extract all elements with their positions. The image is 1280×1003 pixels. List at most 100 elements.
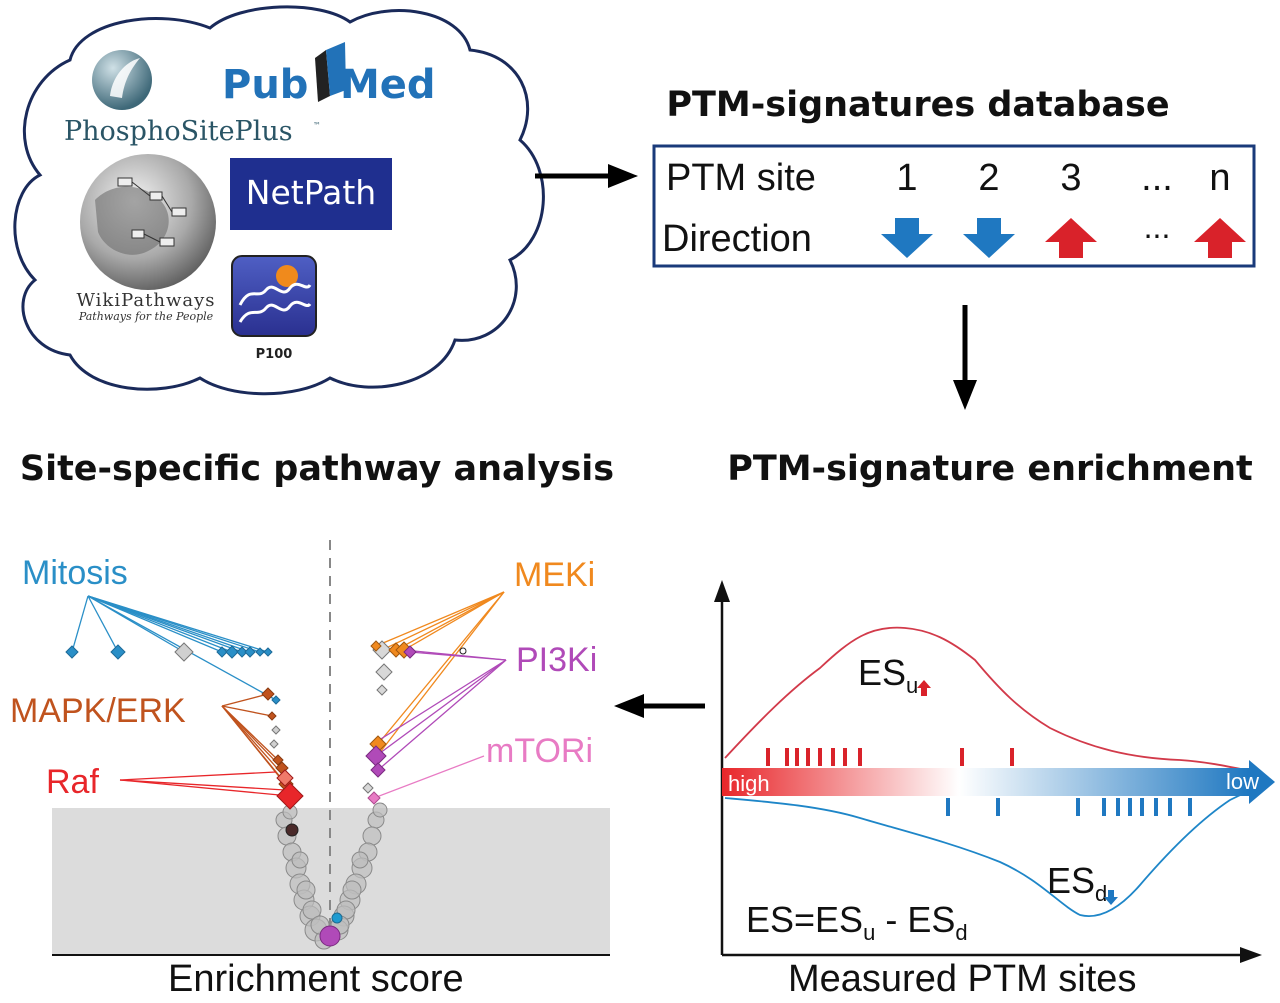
pubmed-logo: Pub Med: [222, 42, 436, 108]
volcano-marker: [302, 900, 322, 920]
volcano-marker: [269, 739, 279, 749]
pathway-x-axis-label: Enrichment score: [168, 958, 464, 1000]
gradient-high-label: high: [728, 771, 770, 796]
volcano-label-lines: [71, 591, 507, 799]
es-up-curve: [724, 626, 1256, 773]
arrow-database-to-enrichment: [953, 305, 977, 410]
rank-gradient-arrow: [722, 760, 1275, 804]
pubmed-label-pub: Pub: [222, 62, 308, 108]
direction-label: Direction: [662, 218, 812, 260]
direction-arrows: [881, 218, 1246, 258]
volcano-marker: [362, 782, 374, 794]
enrichment-x-axis-label: Measured PTM sites: [788, 958, 1137, 1000]
netpath-label: NetPath: [246, 173, 376, 212]
volcano-marker: [296, 880, 316, 900]
label-connector-line: [87, 595, 119, 653]
label-connector-line: [375, 591, 505, 647]
svg-text:ESu: ESu: [858, 652, 918, 698]
es-up-arrow-icon: [917, 680, 931, 696]
site-number: 1: [896, 157, 917, 199]
label-connector-line: [373, 755, 485, 799]
volcano-marker: [272, 754, 284, 766]
volcano-marker: [174, 642, 194, 662]
site-number: 2: [978, 157, 999, 199]
volcano-marker: [236, 646, 248, 658]
down-arrow-icon: [963, 218, 1015, 258]
up-ticks: [766, 748, 1014, 766]
label-connector-line: [119, 779, 286, 791]
volcano-marker: [244, 646, 256, 658]
volcano-marker: [376, 684, 388, 696]
wikipathways-globe-icon: [80, 154, 216, 290]
label-connector-line: [395, 591, 505, 651]
volcano-marker: [271, 695, 281, 705]
label-connector-line: [221, 693, 269, 707]
meki-label: MEKi: [514, 556, 595, 594]
es-up-label: ESu: [858, 652, 931, 698]
up-arrow-icon: [1045, 218, 1097, 258]
volcano-marker: [65, 645, 79, 659]
es-formula: ES=ESu - ESd: [746, 899, 968, 945]
site-number: ...: [1141, 157, 1173, 199]
volcano-marker: [291, 851, 309, 869]
volcano-marker: [375, 663, 393, 681]
volcano-marker: [110, 644, 126, 660]
volcano-marker: [276, 782, 304, 810]
gradient-low-label: low: [1226, 769, 1259, 794]
volcano-marker: [267, 711, 277, 721]
volcano-marker: [276, 769, 294, 787]
svg-text:ESd: ESd: [1047, 860, 1107, 906]
p100-label: P100: [256, 347, 293, 362]
label-connector-line: [87, 595, 269, 653]
label-connector-line: [221, 705, 273, 717]
es-down-label: ESd: [1047, 860, 1118, 906]
volcano-marker: [216, 646, 228, 658]
direction-ellipsis: ...: [1144, 209, 1171, 245]
enrichment-title: PTM-signature enrichment: [727, 449, 1253, 489]
site-number: 3: [1060, 157, 1081, 199]
label-connector-line: [409, 651, 507, 661]
volcano-marker: [285, 823, 299, 837]
es-down-arrow-icon: [1104, 890, 1118, 905]
label-connector-line: [381, 591, 505, 651]
wikipathways-label: WikiPathways: [76, 290, 215, 311]
label-connector-line: [403, 591, 505, 651]
volcano-marker: [372, 802, 388, 818]
volcano-marker: [319, 925, 341, 947]
label-connector-line: [377, 659, 507, 771]
down-ticks: [946, 798, 1192, 816]
pubmed-label-med: Med: [340, 62, 436, 108]
label-connector-line: [119, 779, 291, 797]
pi3ki-label: PI3Ki: [516, 641, 597, 679]
mitosis-label: Mitosis: [22, 554, 128, 592]
arrow-cloud-to-database: [535, 164, 638, 188]
phosphositeplus-logo: PhosphoSitePlus ™: [64, 50, 321, 147]
database-title: PTM-signatures database: [666, 85, 1169, 125]
volcano-marker: [362, 826, 382, 846]
wikipathways-tagline: Pathways for the People: [78, 310, 214, 323]
volcano-marker: [255, 647, 265, 657]
volcano-marker: [261, 687, 275, 701]
volcano-marker: [342, 880, 362, 900]
phosphositeplus-label: PhosphoSitePlus: [64, 116, 293, 147]
svg-text:™: ™: [313, 121, 321, 130]
database-table: [652, 144, 1256, 268]
volcano-marker: [225, 645, 239, 659]
volcano-marker: [370, 640, 382, 652]
site-number: n: [1209, 157, 1230, 199]
mapk-erk-label: MAPK/ERK: [10, 692, 186, 730]
volcano-marker: [331, 912, 343, 924]
label-connector-line: [71, 595, 89, 653]
label-connector-line: [119, 771, 277, 781]
volcano-points: [65, 640, 467, 950]
pathway-title: Site-specific pathway analysis: [20, 449, 614, 489]
p100-logo: P100: [231, 255, 317, 362]
arrow-enrichment-to-pathway: [614, 694, 705, 718]
down-arrow-icon: [881, 218, 933, 258]
volcano-marker: [459, 647, 467, 655]
site-numbers: 1 2 3... n: [896, 157, 1230, 199]
raf-label: Raf: [46, 763, 99, 801]
netpath-logo: NetPath: [230, 158, 392, 230]
volcano-marker: [263, 647, 273, 657]
